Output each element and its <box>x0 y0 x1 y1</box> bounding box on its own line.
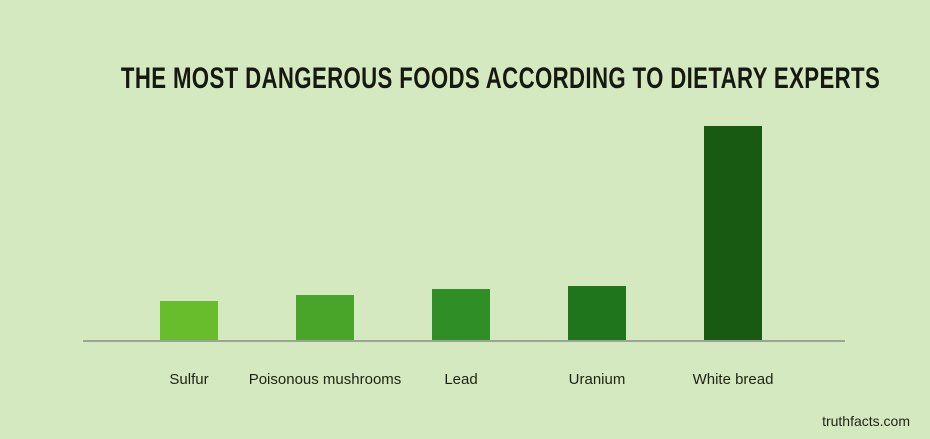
category-label-poisonous-mushrooms: Poisonous mushrooms <box>248 371 402 388</box>
bar-white-bread <box>704 126 762 340</box>
category-label-sulfur: Sulfur <box>169 371 209 388</box>
x-axis-line <box>83 340 845 342</box>
bar-poisonous-mushrooms <box>296 295 354 340</box>
chart-title: THE MOST DANGEROUS FOODS ACCORDING TO DI… <box>120 62 881 95</box>
bar-sulfur <box>160 301 218 340</box>
category-label-lead: Lead <box>444 371 478 388</box>
bar-uranium <box>568 286 626 340</box>
category-label-uranium: Uranium <box>568 371 626 388</box>
watermark: truthfacts.com <box>822 413 910 429</box>
category-label-white-bread: White bread <box>692 371 774 388</box>
bar-lead <box>432 289 490 340</box>
